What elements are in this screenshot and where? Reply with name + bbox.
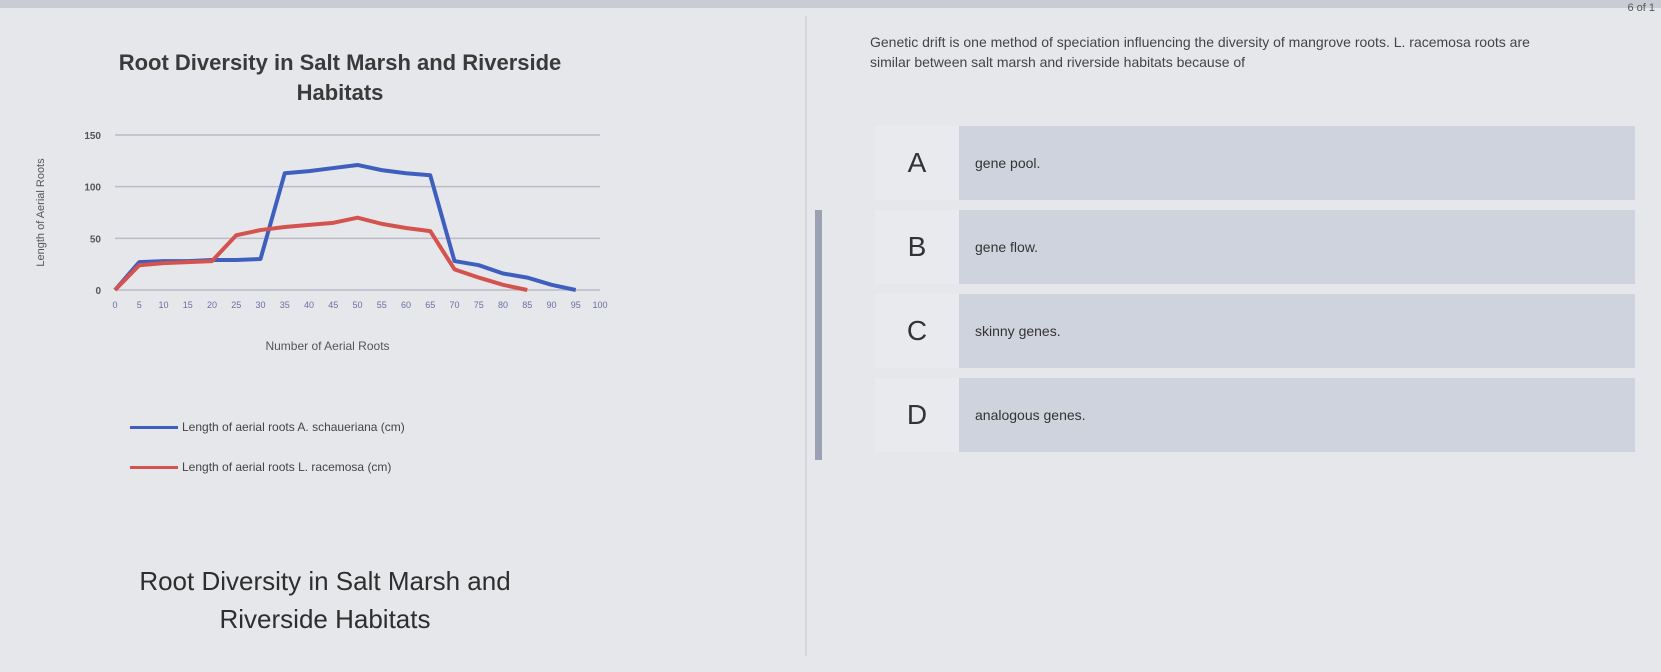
- y-tick-label: 100: [84, 183, 101, 194]
- x-tick-label: 15: [183, 300, 193, 310]
- option-letter: C: [875, 294, 959, 368]
- option-text: analogous genes.: [975, 407, 1086, 423]
- scrollbar[interactable]: [815, 210, 822, 460]
- x-tick-label: 20: [207, 300, 217, 310]
- legend-item-schaueriana: Length of aerial roots A. schaueriana (c…: [130, 420, 405, 434]
- legend-swatch: [130, 425, 178, 429]
- option-text: gene flow.: [975, 239, 1039, 255]
- x-tick-label: 40: [304, 300, 314, 310]
- chart-legend: Length of aerial roots A. schaueriana (c…: [130, 420, 405, 500]
- x-tick-label: 50: [352, 300, 362, 310]
- x-tick-label: 70: [449, 300, 459, 310]
- x-tick-label: 100: [592, 300, 607, 310]
- pane-divider[interactable]: [805, 16, 807, 656]
- x-tick-label: 95: [571, 300, 581, 310]
- x-tick-label: 25: [231, 300, 241, 310]
- x-tick-label: 80: [498, 300, 508, 310]
- option-text: skinny genes.: [975, 323, 1061, 339]
- option-letter: A: [875, 126, 959, 200]
- x-tick-label: 0: [112, 300, 117, 310]
- x-tick-label: 10: [158, 300, 168, 310]
- legend-swatch: [130, 465, 178, 469]
- question-counter: 6 of 1: [1627, 2, 1655, 14]
- option-text: gene pool.: [975, 155, 1041, 171]
- series-line-1: [113, 215, 528, 292]
- x-tick-label: 65: [425, 300, 435, 310]
- x-tick-label: 5: [137, 300, 142, 310]
- x-axis-label: Number of Aerial Roots: [265, 339, 389, 353]
- top-bar: [0, 0, 1661, 8]
- x-tick-label: 75: [474, 300, 484, 310]
- x-tick-label: 35: [280, 300, 290, 310]
- x-tick-label: 85: [522, 300, 532, 310]
- figure-caption: Root Diversity in Salt Marsh and Riversi…: [139, 566, 511, 634]
- legend-item-racemosa: Length of aerial roots L. racemosa (cm): [130, 460, 405, 474]
- x-tick-label: 45: [328, 300, 338, 310]
- line-chart: 0 50 100 150 0 5 10 15 20 25 30 35 40 45 50 55 60 65 70 75 8…: [35, 131, 608, 353]
- question-text: Genetic drift is one method of speciatio…: [870, 34, 1530, 70]
- x-tick-label: 60: [401, 300, 411, 310]
- series-line-0: [113, 162, 577, 292]
- y-axis-label: Length of Aerial Roots: [35, 158, 47, 267]
- chart-title: Root Diversity in Salt Marsh and Riversi…: [118, 50, 562, 105]
- option-letter: D: [875, 378, 959, 452]
- y-tick-label: 150: [84, 131, 101, 142]
- x-tick-label: 90: [546, 300, 556, 310]
- option-letter: B: [875, 210, 959, 284]
- x-tick-label: 55: [377, 300, 387, 310]
- y-tick-label: 50: [90, 234, 102, 245]
- y-tick-label: 0: [95, 286, 101, 297]
- x-tick-label: 30: [255, 300, 265, 310]
